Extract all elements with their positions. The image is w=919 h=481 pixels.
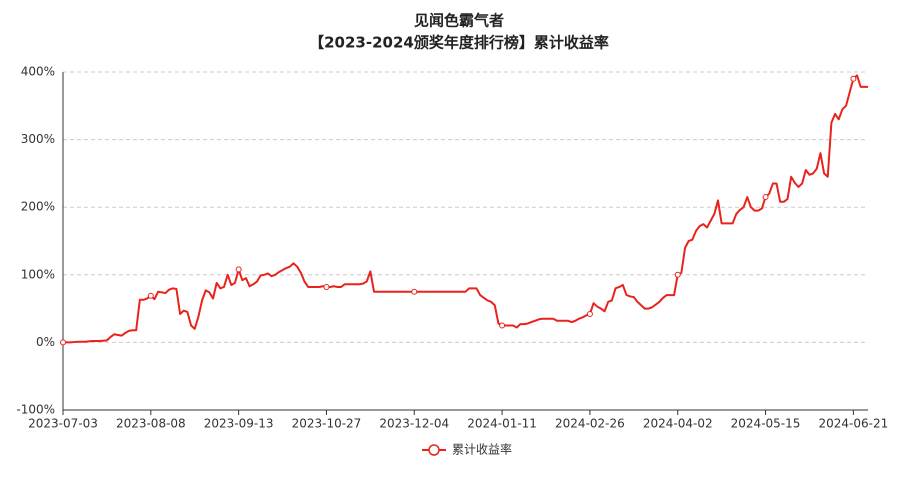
x-tick-label: 2024-01-11 — [467, 417, 537, 431]
x-tick-label: 2024-04-02 — [643, 417, 713, 431]
legend-label: 累计收益率 — [452, 442, 512, 457]
y-tick-label: 300% — [21, 132, 55, 146]
x-tick-label: 2023-09-13 — [204, 417, 274, 431]
point-marker — [586, 311, 593, 318]
point-marker — [411, 288, 418, 295]
x-tick-label: 2024-05-15 — [731, 417, 801, 431]
y-tick-label: -100% — [16, 403, 55, 417]
point-marker — [674, 271, 681, 278]
x-tick-label: 2023-10-27 — [292, 417, 362, 431]
x-tick-label: 2023-07-03 — [28, 417, 98, 431]
x-tick-label: 2024-06-21 — [818, 417, 888, 431]
line-series — [63, 74, 868, 344]
y-tick-label: 0% — [36, 335, 55, 349]
point-marker — [499, 322, 506, 329]
x-tick-label: 2024-02-26 — [555, 417, 625, 431]
chart-title: 见闻色霸气者 — [414, 12, 504, 30]
y-tick-label: 200% — [21, 200, 55, 214]
legend-marker — [428, 444, 440, 456]
point-marker — [147, 292, 154, 299]
x-tick-label: 2023-12-04 — [379, 417, 449, 431]
y-tick-label: 100% — [21, 267, 55, 281]
x-tick-label: 2023-08-08 — [116, 417, 186, 431]
point-marker — [850, 75, 857, 82]
chart-subtitle: 【2023-2024颁奖年度排行榜】累计收益率 — [309, 34, 609, 52]
point-marker — [60, 339, 66, 346]
y-tick-label: 400% — [21, 65, 55, 79]
point-marker — [323, 283, 330, 290]
point-marker — [235, 266, 242, 273]
point-marker — [762, 194, 769, 201]
